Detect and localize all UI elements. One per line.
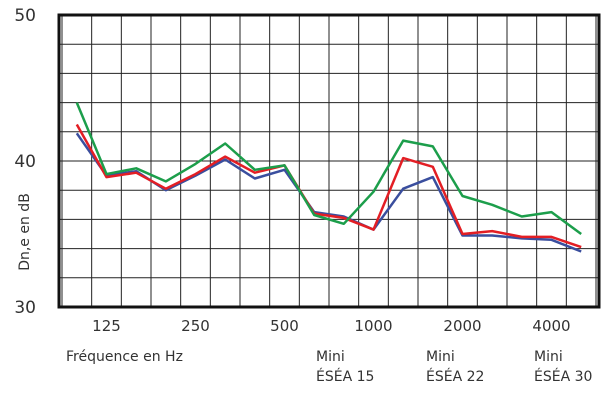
y-tick-label: 30 [14,298,36,318]
grid-lines [59,15,599,307]
series-label-line1: Mini [534,349,563,365]
x-tick-label: 250 [181,317,210,335]
x-axis-label: Fréquence en Hz [66,349,183,365]
x-tick-label: 1000 [354,317,392,335]
series-labels: Mini ÉSÉA 15 Mini ÉSÉA 22 Mini ÉSÉA 30 [316,349,592,385]
series-line-mini-s-a-30 [75,102,582,236]
x-tick-label: 4000 [532,317,570,335]
series-layer [75,102,582,253]
series-label: Mini ÉSÉA 30 [534,349,592,385]
y-tick-labels: 30 40 50 [14,6,36,318]
plot-frame [57,13,601,309]
y-axis-label: Dn,e en dB [17,193,33,271]
series-label-line1: Mini [426,349,455,365]
series-label: Mini ÉSÉA 15 [316,349,374,385]
x-tick-label: 125 [92,317,121,335]
y-tick-label: 40 [14,152,36,172]
x-tick-labels: 125 250 500 1000 2000 4000 [92,317,570,335]
series-label-line2: ÉSÉA 30 [534,368,592,385]
series-label-line2: ÉSÉA 15 [316,368,374,385]
x-tick-label: 2000 [443,317,481,335]
x-tick-label: 500 [270,317,299,335]
series-label-line1: Mini [316,349,345,365]
series-line-mini-s-a-22 [75,123,582,249]
y-tick-label: 50 [14,6,36,26]
series-label-line2: ÉSÉA 22 [426,368,484,385]
series-label: Mini ÉSÉA 22 [426,349,484,385]
